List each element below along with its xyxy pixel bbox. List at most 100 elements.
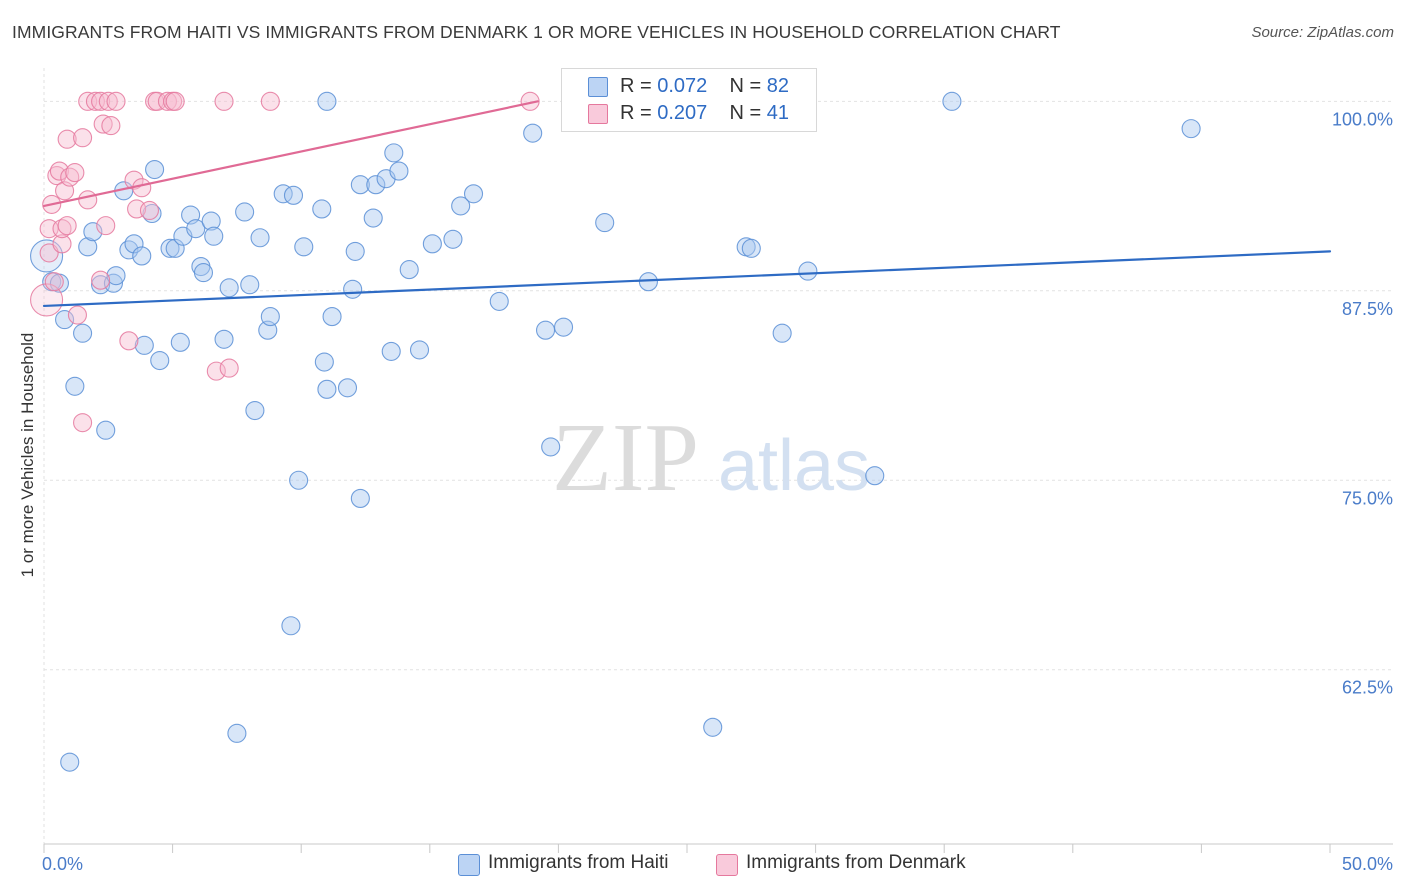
denmark-point (157, 91, 178, 111)
denmark-point (98, 91, 118, 111)
watermark: ZIP atlas (552, 404, 870, 512)
haiti-point (96, 420, 116, 440)
haiti-point (78, 237, 98, 257)
denmark-point (73, 413, 93, 433)
denmark-point (119, 331, 139, 351)
series-legend-swatch-denmark (716, 854, 738, 876)
denmark-point (44, 272, 64, 292)
haiti-point (772, 323, 792, 343)
haiti-point (55, 310, 75, 330)
haiti-point (422, 234, 442, 254)
series-legend-label-denmark: Immigrants from Denmark (746, 852, 966, 873)
legend-n-label: N = (729, 75, 762, 97)
legend-n-label: N = (729, 102, 762, 124)
legend-r-value-denmark: 0.207 (657, 102, 708, 124)
denmark-point (165, 91, 185, 111)
legend-swatch-denmark (588, 104, 608, 124)
chart-source: Source: ZipAtlas.com (1251, 24, 1394, 41)
denmark-point (57, 129, 77, 149)
watermark-atlas: atlas (718, 426, 870, 506)
trend-lines (42, 100, 1332, 308)
denmark-point (124, 170, 144, 190)
haiti-point (489, 291, 509, 311)
denmark-point (91, 91, 111, 111)
haiti-point (106, 266, 126, 286)
haiti-point (214, 329, 234, 349)
denmark-point (214, 91, 234, 111)
haiti-point (595, 213, 615, 233)
denmark-point (132, 178, 152, 198)
denmark-point (96, 216, 116, 236)
y-tick-label: 75.0% (1342, 488, 1393, 508)
haiti-point (227, 723, 247, 743)
denmark-point (91, 270, 111, 290)
x-tick-label-max: 50.0% (1342, 854, 1393, 874)
series-haiti-points (30, 91, 1201, 772)
denmark-point (52, 234, 72, 254)
legend-swatch-haiti (588, 77, 608, 97)
haiti-point (186, 219, 206, 239)
haiti-point (235, 202, 255, 222)
haiti-point (384, 143, 404, 163)
legend-n-value-haiti: 82 (766, 75, 790, 97)
denmark-point (57, 216, 77, 236)
series-legend: Immigrants from Haiti Immigrants from De… (0, 852, 1406, 878)
haiti-point (145, 159, 165, 180)
haiti-point (317, 91, 337, 111)
haiti-point (160, 238, 180, 258)
haiti-point (553, 317, 574, 337)
denmark-point (520, 91, 540, 111)
denmark-point (30, 283, 64, 317)
legend-r-label: R = (620, 75, 652, 97)
legend-r-value-haiti: 0.072 (657, 75, 708, 97)
series-denmark-points (30, 91, 540, 433)
haiti-point (363, 208, 383, 228)
denmark-point (73, 128, 93, 148)
haiti-point (865, 466, 885, 486)
haiti-point (294, 237, 314, 257)
denmark-point (52, 219, 72, 239)
x-tick-label-min: 0.0% (42, 854, 83, 874)
haiti-point (317, 379, 337, 399)
haiti-point (366, 175, 386, 195)
haiti-point (165, 238, 185, 258)
haiti-point (541, 437, 561, 457)
haiti-point (134, 335, 154, 355)
haiti-point (60, 752, 80, 772)
haiti-point (337, 378, 358, 398)
legend-text-denmark: R = 0.207 N = 41 (620, 102, 789, 125)
haiti-point (260, 307, 280, 327)
haiti-point (219, 278, 239, 298)
haiti-point (638, 272, 658, 292)
haiti-point (345, 241, 365, 261)
haiti-point (1181, 119, 1201, 139)
haiti-point (273, 184, 293, 204)
haiti-point (389, 161, 409, 181)
haiti-point (312, 199, 332, 219)
denmark-point (93, 114, 113, 134)
denmark-point (139, 200, 160, 221)
chart-title: IMMIGRANTS FROM HAITI VS IMMIGRANTS FROM… (12, 22, 1061, 42)
series-legend-label-haiti: Immigrants from Haiti (488, 852, 669, 873)
haiti-point (124, 234, 144, 254)
haiti-point (201, 211, 221, 231)
haiti-point (250, 228, 270, 248)
haiti-point (381, 341, 401, 361)
haiti-point (150, 350, 170, 371)
y-tick-label: 87.5% (1342, 299, 1393, 319)
legend-n-value-denmark: 41 (766, 102, 790, 124)
haiti-point (204, 226, 224, 246)
series-legend-swatch-haiti (458, 854, 480, 876)
haiti-point (942, 91, 962, 111)
haiti-point (289, 470, 309, 490)
denmark-point (67, 305, 87, 325)
denmark-point (49, 161, 69, 181)
haiti-point (281, 616, 301, 636)
x-axis (43, 843, 1393, 853)
haiti-point (350, 488, 370, 508)
haiti-point (443, 229, 463, 249)
haiti-point (798, 261, 818, 281)
haiti-point (245, 400, 265, 421)
denmark-point (106, 91, 126, 111)
